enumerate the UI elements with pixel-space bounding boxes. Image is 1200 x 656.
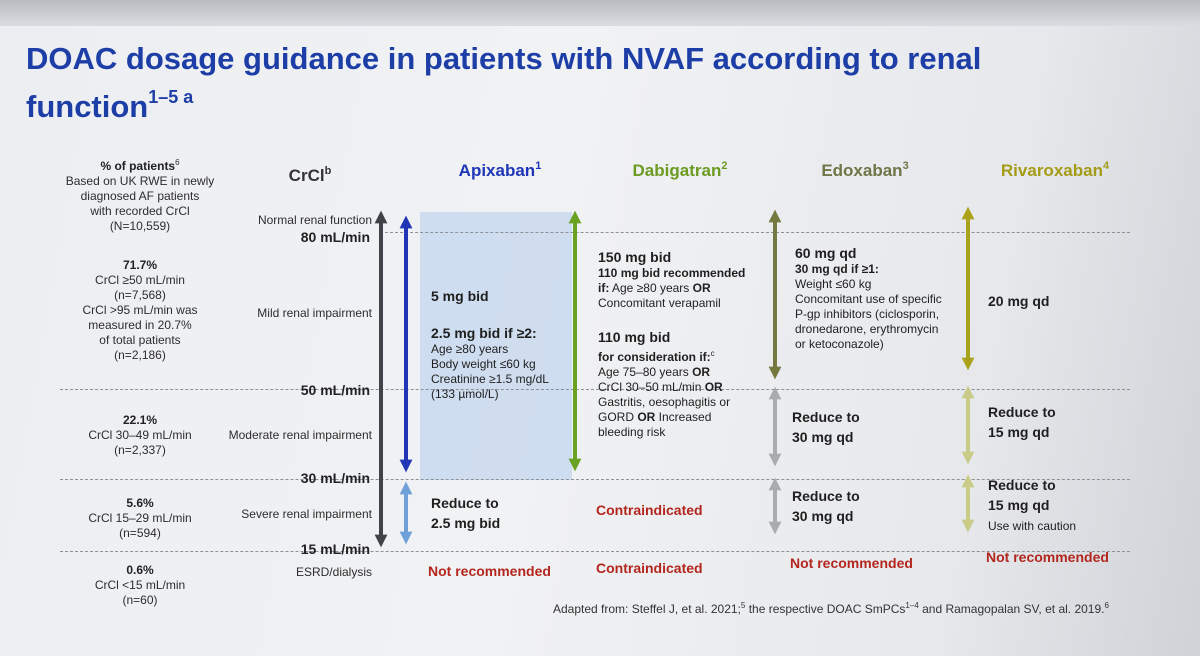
pct-row-mild: 71.7% CrCl ≥50 mL/min (n=7,568) CrCl >95… [82, 258, 198, 362]
header-apixaban: Apixaban1 [458, 160, 542, 180]
pct-header: % of patients6 Based on UK RWE in newly … [65, 158, 215, 233]
value-15: 15 mL/min [300, 541, 370, 557]
separator-80 [385, 232, 1130, 233]
label-moderate: Moderate renal impairment [228, 428, 372, 442]
footer-reference: Adapted from: Steffel J, et al. 2021;5 t… [553, 601, 1109, 616]
dabigatran-severe: Contraindicated [596, 502, 703, 518]
dabigatran-dose: 150 mg bid 110 mg bid recommended if: Ag… [598, 249, 746, 311]
crcl-header: CrClb [288, 165, 332, 185]
header-edoxaban: Edoxaban3 [821, 160, 909, 180]
rivaroxaban-esrd: Not recommended [986, 549, 1109, 565]
header-rivaroxaban: Rivaroxaban4 [1000, 160, 1110, 180]
header-dabigatran: Dabigatran2 [632, 160, 728, 180]
dabigatran-esrd: Contraindicated [596, 560, 703, 576]
apixaban-dose-5mg: 5 mg bid [431, 288, 489, 304]
separator-15 [60, 551, 1130, 552]
value-80: 80 mL/min [300, 229, 370, 245]
separator-50 [60, 389, 1130, 390]
edoxaban-esrd: Not recommended [790, 555, 913, 571]
value-30: 30 mL/min [300, 470, 370, 486]
pct-row-severe: 5.6% CrCl 15–29 mL/min (n=594) [88, 496, 192, 540]
label-severe: Severe renal impairment [241, 507, 372, 521]
apixaban-severe: Reduce to 2.5 mg bid [431, 495, 501, 531]
apixaban-esrd: Not recommended [428, 563, 551, 579]
screen-top-edge [0, 0, 1200, 26]
pct-row-esrd: 0.6% CrCl <15 mL/min (n=60) [94, 563, 186, 607]
value-50: 50 mL/min [300, 382, 370, 398]
label-mild: Mild renal impairment [257, 306, 372, 320]
apixaban-dose-reduced: 2.5 mg bid if ≥2: Age ≥80 years Body wei… [431, 325, 549, 402]
pct-row-moderate: 22.1% CrCl 30–49 mL/min (n=2,337) [88, 413, 192, 457]
rivaroxaban-dose: 20 mg qd [988, 293, 1050, 309]
dabigatran-consideration: 110 mg bid for consideration if:c Age 75… [598, 329, 731, 440]
rivaroxaban-moderate: Reduce to 15 mg qd [988, 404, 1056, 440]
separator-30 [60, 479, 1130, 480]
slide-title: DOAC dosage guidance in patients with NV… [26, 41, 982, 124]
label-esrd: ESRD/dialysis [295, 565, 372, 579]
apixaban-dose-box [420, 212, 572, 480]
edoxaban-severe: Reduce to 30 mg qd [792, 488, 860, 524]
label-normal: Normal renal function [257, 213, 372, 227]
rivaroxaban-severe: Reduce to 15 mg qd Use with caution [988, 477, 1077, 533]
edoxaban-moderate: Reduce to 30 mg qd [792, 409, 860, 445]
edoxaban-dose: 60 mg qd 30 mg qd if ≥1: Weight ≤60 kg C… [795, 245, 942, 352]
